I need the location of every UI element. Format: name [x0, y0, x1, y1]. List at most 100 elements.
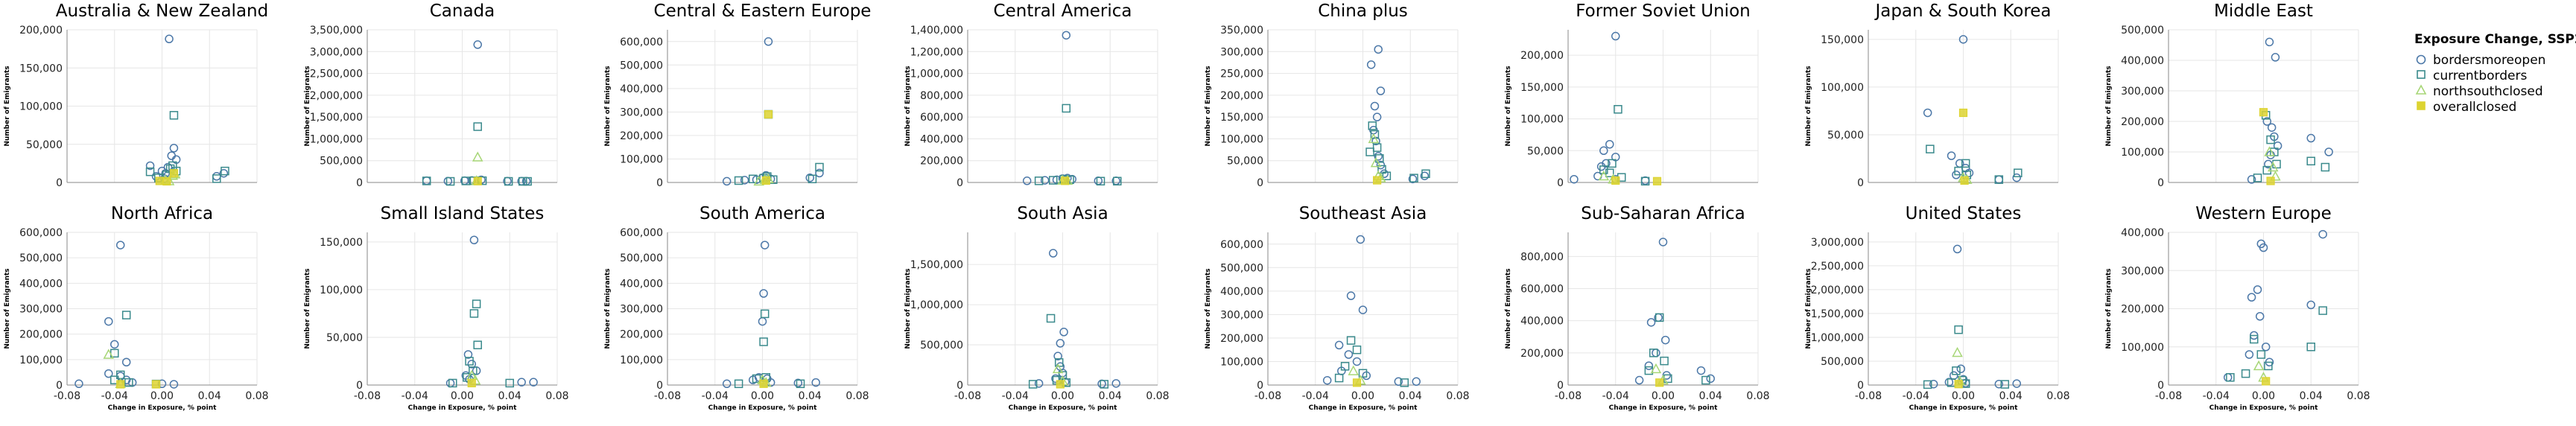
point-currentborders: [1340, 362, 1350, 371]
point-bordersmoreopen: [121, 357, 131, 366]
point-currentborders: [473, 340, 482, 349]
point-bordersmoreopen: [1334, 340, 1344, 350]
y-tick-label: 100,000: [2121, 342, 2164, 354]
point-bordersmoreopen: [1322, 375, 1332, 385]
point-currentborders: [2306, 156, 2315, 166]
y-tick-label: 300,000: [620, 304, 663, 316]
y-tick-label: 1,000,000: [910, 69, 963, 80]
point-currentborders: [1660, 356, 1669, 366]
y-tick-label: 0: [56, 380, 63, 392]
point-bordersmoreopen: [1611, 31, 1620, 41]
y-tick-label: 200,000: [1220, 333, 1263, 345]
point-bordersmoreopen: [740, 176, 749, 185]
point-bordersmoreopen: [2247, 293, 2256, 302]
point-bordersmoreopen: [167, 151, 176, 160]
panel-title: Japan & South Korea: [1874, 1, 2051, 21]
x-tick-label: 0.08: [2046, 390, 2069, 402]
point-bordersmoreopen: [1346, 291, 1356, 300]
point-northsouthclosed: [103, 349, 115, 359]
y-tick-label: 0: [1257, 177, 1263, 189]
point-overallclosed: [759, 379, 768, 388]
y-axis-label: Number of Emigrants: [1805, 268, 1812, 349]
point-currentborders: [1608, 159, 1617, 168]
x-tick-label: -0.08: [654, 390, 681, 402]
point-currentborders: [2014, 168, 2023, 177]
legend-label: overallclosed: [2433, 100, 2516, 115]
point-northsouthclosed: [1348, 365, 1360, 375]
y-tick-label: 150,000: [1520, 82, 1564, 94]
point-currentborders: [2264, 361, 2273, 371]
y-tick-label: 0: [1857, 380, 1864, 392]
point-bordersmoreopen: [811, 378, 820, 387]
point-currentborders: [1046, 314, 1056, 323]
panel: 0 100,000 200,000 300,000 400,000 Western Eur…: [2105, 204, 2370, 412]
point-northsouthclosed: [2270, 171, 2281, 181]
point-northsouthclosed: [1650, 363, 1662, 374]
y-tick-label: 2,000,000: [310, 90, 363, 102]
y-tick-label: 1,200,000: [910, 46, 963, 58]
point-currentborders: [124, 378, 133, 387]
point-currentborders: [759, 337, 768, 346]
y-tick-label: 150,000: [1821, 34, 1864, 46]
y-tick-label: 3,000,000: [310, 46, 363, 58]
point-bordersmoreopen: [110, 340, 119, 349]
point-northsouthclosed: [2267, 161, 2279, 172]
x-tick-label: -0.04: [1002, 390, 1029, 402]
point-currentborders: [1954, 325, 1963, 334]
panel-title: United States: [1906, 204, 2022, 223]
y-tick-label: 100,000: [320, 284, 363, 296]
point-currentborders: [1409, 174, 1418, 182]
y-tick-label: 500,000: [1220, 262, 1263, 274]
point-bordersmoreopen: [1366, 60, 1376, 69]
panel-title: Western Europe: [2195, 204, 2332, 223]
y-tick-label: 2,500,000: [310, 69, 363, 80]
y-tick-label: 1,000,000: [1811, 332, 1864, 344]
y-tick-label: 400,000: [620, 278, 663, 290]
point-currentborders: [1334, 373, 1344, 383]
point-currentborders: [1605, 168, 1614, 177]
y-tick-label: 200,000: [620, 329, 663, 341]
y-tick-label: 1,000,000: [910, 299, 963, 311]
point-bordersmoreopen: [1994, 379, 2004, 389]
point-currentborders: [523, 177, 532, 186]
y-axis-label: Number of Emigrants: [1205, 66, 1212, 146]
point-currentborders: [1028, 380, 1038, 389]
point-currentborders: [472, 299, 481, 308]
y-tick-label: 50,000: [26, 139, 63, 151]
point-currentborders: [1034, 177, 1044, 185]
x-axis-label: Change in Exposure, % point: [1309, 404, 1418, 412]
point-bordersmoreopen: [2306, 133, 2315, 143]
y-tick-label: 0: [1857, 177, 1864, 189]
point-northsouthclosed: [1368, 133, 1380, 144]
point-currentborders: [1994, 175, 2004, 184]
point-overallclosed: [1056, 380, 1065, 389]
panel-title: Canada: [430, 1, 495, 21]
panel: 0 100,000 200,000 300,000 400,000 500,000 600,…: [1205, 204, 1470, 412]
y-tick-label: 400,000: [1520, 316, 1564, 328]
y-tick-label: 1,500,000: [910, 259, 963, 271]
point-currentborders: [2266, 135, 2275, 144]
point-currentborders: [221, 166, 229, 176]
legend-item-bordersmoreopen: bordersmoreopen: [2416, 53, 2545, 68]
x-tick-label: -0.04: [702, 390, 729, 402]
y-axis-label: Number of Emigrants: [2105, 66, 2113, 146]
point-currentborders: [734, 176, 743, 185]
y-tick-label: 50,000: [1827, 130, 1864, 142]
y-tick-label: 300,000: [1220, 309, 1263, 321]
y-tick-label: 500,000: [19, 252, 63, 264]
point-bordersmoreopen: [805, 173, 814, 182]
point-bordersmoreopen: [2012, 379, 2021, 388]
point-bordersmoreopen: [443, 177, 453, 185]
x-tick-label: 0.00: [2252, 390, 2275, 402]
y-tick-label: 200,000: [19, 329, 63, 341]
point-currentborders: [518, 177, 527, 186]
legend-label: bordersmoreopen: [2433, 53, 2545, 68]
panel: 0 500,000 1,000,000 1,500,000 2,000,000 2,500…: [304, 1, 558, 189]
point-bordersmoreopen: [1372, 112, 1382, 121]
point-bordersmoreopen: [1344, 350, 1354, 359]
panel-title: North Africa: [111, 204, 213, 223]
y-tick-label: 2,000,000: [1811, 284, 1864, 296]
point-bordersmoreopen: [1956, 364, 1966, 373]
legend: Exposure Change, SSP2 bordersmoreopen cu…: [2414, 32, 2576, 115]
